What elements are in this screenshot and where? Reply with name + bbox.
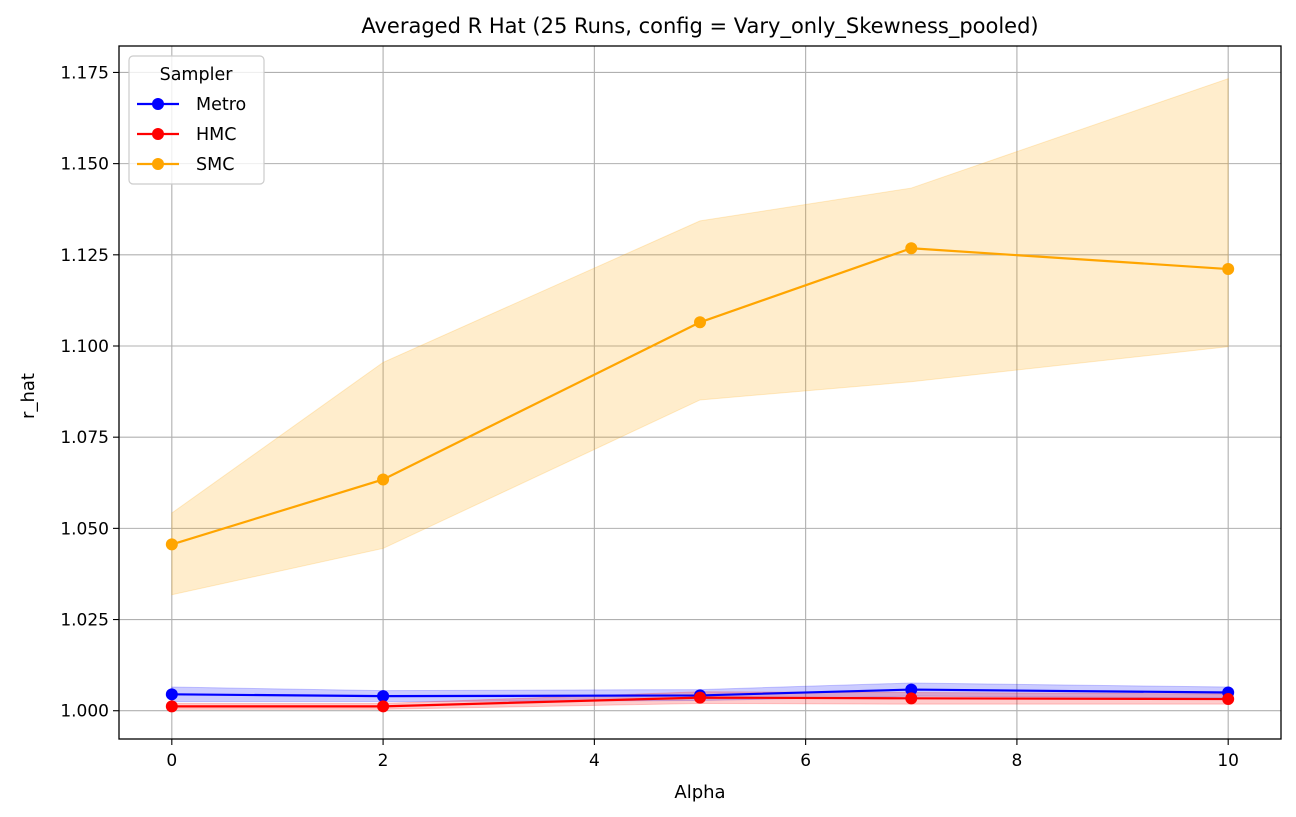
legend: Sampler Metro HMC SMC (128, 55, 265, 185)
hmc-point (165, 700, 178, 713)
y-axis-ticks: 1.000 1.025 1.050 1.075 1.100 1.125 1.150 1.175 (60, 63, 119, 722)
x-tick-label: 6 (800, 751, 811, 771)
series-points (165, 242, 1235, 713)
smc-legend-label: SMC (196, 155, 234, 175)
x-axis-ticks: 0 2 4 6 8 10 (166, 739, 1239, 771)
x-tick-label: 4 (589, 751, 600, 771)
y-axis-label: r_hat (18, 373, 39, 419)
hmc-point (905, 692, 918, 705)
hmc-point (377, 700, 390, 713)
x-tick-label: 10 (1217, 751, 1239, 771)
smc-band (171, 77, 1229, 596)
y-tick-label: 1.175 (60, 63, 109, 83)
metro-point (165, 688, 178, 701)
y-tick-label: 1.100 (60, 337, 109, 357)
metro-point (377, 690, 390, 703)
hmc-legend-marker (152, 128, 164, 140)
smc-point (694, 316, 706, 329)
y-tick-label: 1.025 (60, 611, 109, 631)
metro-legend-marker (152, 98, 164, 110)
metro-point (905, 683, 918, 696)
chart-title: Averaged R Hat (25 Runs, config = Vary_o… (361, 14, 1038, 39)
x-tick-label: 8 (1011, 751, 1022, 771)
y-tick-label: 1.150 (60, 155, 109, 175)
x-axis-label: Alpha (674, 782, 725, 803)
hmc-point (1222, 693, 1235, 706)
hmc-point (694, 691, 706, 704)
y-tick-label: 1.000 (60, 702, 109, 722)
legend-box (128, 55, 265, 185)
grid-lines (119, 46, 1281, 739)
y-tick-label: 1.075 (60, 428, 109, 448)
hmc-legend-label: HMC (196, 125, 236, 145)
smc-point (905, 242, 918, 255)
y-tick-label: 1.125 (60, 246, 109, 266)
legend-entries: Metro HMC SMC (137, 95, 246, 175)
smc-point (377, 473, 390, 486)
x-tick-label: 0 (166, 751, 177, 771)
smc-point (1222, 263, 1235, 276)
smc-legend-marker (152, 158, 164, 170)
metro-legend-label: Metro (196, 95, 246, 115)
x-tick-label: 2 (378, 751, 389, 771)
y-tick-label: 1.050 (60, 519, 109, 539)
smc-point (165, 538, 178, 551)
legend-title: Sampler (160, 65, 234, 85)
plot-frame (118, 45, 1282, 740)
